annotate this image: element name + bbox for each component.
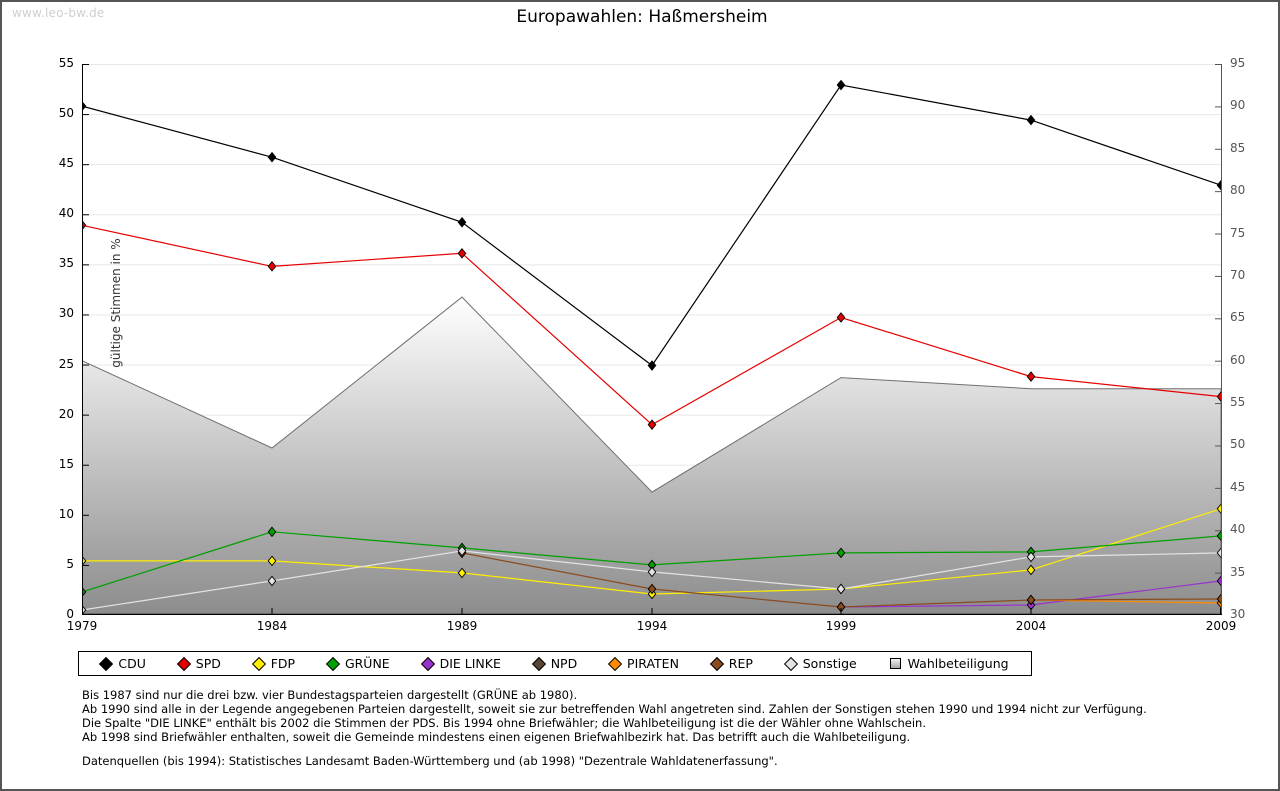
x-tick-label: 1979 bbox=[66, 619, 98, 633]
y-tick-label-left: 40 bbox=[58, 206, 74, 221]
legend-item-npd[interactable]: NPD bbox=[531, 656, 578, 671]
y-tick-label-right: 30 bbox=[1230, 607, 1246, 621]
y-tick-label-left: 55 bbox=[58, 56, 74, 70]
y-tick-label-right: 65 bbox=[1230, 310, 1246, 325]
data-source-note: Datenquellen (bis 1994): Statistisches L… bbox=[82, 754, 778, 768]
legend-label: NPD bbox=[550, 656, 578, 671]
legend-label: CDU bbox=[118, 656, 146, 671]
legend-item-die-linke[interactable]: DIE LINKE bbox=[420, 656, 501, 671]
legend-item-cdu[interactable]: CDU bbox=[99, 656, 146, 671]
y-tick-label-right: 70 bbox=[1230, 267, 1246, 282]
y-tick-label-right: 75 bbox=[1230, 225, 1246, 240]
y-tick-label-left: 10 bbox=[58, 506, 74, 521]
x-tick-label: 1994 bbox=[636, 619, 668, 633]
legend-item-sonstige[interactable]: Sonstige bbox=[783, 656, 857, 671]
legend-diamond-icon bbox=[531, 656, 546, 671]
y-tick-label-right: 80 bbox=[1230, 183, 1246, 198]
legend-label: Wahlbeteiligung bbox=[907, 656, 1009, 671]
legend-diamond-icon bbox=[325, 656, 341, 671]
footnotes: Bis 1987 sind nur die drei bzw. vier Bun… bbox=[82, 688, 1232, 744]
y-tick-label-right: 35 bbox=[1230, 564, 1246, 579]
y-tick-label-right: 95 bbox=[1230, 56, 1246, 70]
legend-label: FDP bbox=[270, 656, 296, 671]
y-tick-label-left: 50 bbox=[58, 106, 74, 121]
legend-item-wahlbeteiligung[interactable]: Wahlbeteiligung bbox=[889, 656, 1009, 671]
chart-svg bbox=[82, 64, 1222, 615]
legend-item-grüne[interactable]: GRÜNE bbox=[325, 656, 390, 671]
legend-label: DIE LINKE bbox=[439, 656, 501, 671]
y-tick-label-left: 20 bbox=[58, 406, 74, 421]
footnote-line-2: Ab 1990 sind alle in der Legende angegeb… bbox=[82, 702, 1147, 716]
legend-label: REP bbox=[728, 656, 753, 671]
y-tick-label-right: 55 bbox=[1230, 395, 1246, 410]
legend-label: SPD bbox=[195, 656, 221, 671]
y-tick-label-right: 90 bbox=[1230, 98, 1246, 113]
site-watermark: www.leo-bw.de bbox=[12, 6, 105, 20]
legend-diamond-icon bbox=[709, 656, 724, 671]
chart-title: Europawahlen: Haßmersheim bbox=[516, 7, 768, 27]
x-tick-label: 2009 bbox=[1205, 619, 1237, 633]
footnote-line-4: Ab 1998 sind Briefwähler enthalten, sowe… bbox=[82, 730, 911, 744]
legend-diamond-icon bbox=[607, 656, 623, 671]
legend-item-piraten[interactable]: PIRATEN bbox=[607, 656, 679, 671]
y-tick-label-right: 50 bbox=[1230, 437, 1246, 452]
x-tick-label: 1999 bbox=[825, 619, 857, 633]
legend-label: GRÜNE bbox=[344, 656, 390, 671]
legend-diamond-icon bbox=[783, 656, 798, 671]
legend-diamond-icon bbox=[99, 656, 114, 671]
chart-plot-area: gültige Stimmen in % Wahlbeteiligung in … bbox=[59, 56, 1280, 633]
legend-diamond-icon bbox=[251, 656, 266, 671]
legend-item-fdp[interactable]: FDP bbox=[251, 656, 296, 671]
y-tick-label-left: 25 bbox=[58, 356, 74, 371]
legend-diamond-icon bbox=[176, 656, 191, 671]
x-tick-label: 2004 bbox=[1015, 619, 1047, 633]
x-tick-label: 1984 bbox=[256, 619, 288, 633]
y-axis-label-left: gültige Stimmen in % bbox=[109, 238, 123, 368]
legend-label: PIRATEN bbox=[627, 656, 679, 671]
y-tick-label-left: 30 bbox=[58, 306, 74, 321]
y-tick-label-right: 60 bbox=[1230, 352, 1246, 367]
y-tick-label-left: 15 bbox=[58, 456, 74, 471]
chart-legend: CDU SPD FDP GRÜNE DIE LINKE NPD PIRATEN REP Sons… bbox=[78, 651, 1032, 676]
y-tick-label-left: 5 bbox=[66, 556, 74, 571]
y-tick-label-right: 85 bbox=[1230, 140, 1246, 155]
legend-square-icon bbox=[889, 658, 901, 669]
legend-item-rep[interactable]: REP bbox=[709, 656, 753, 671]
footnote-line-3: Die Spalte "DIE LINKE" enthält bis 2002 … bbox=[82, 716, 926, 730]
y-tick-label-left: 35 bbox=[58, 256, 74, 271]
y-tick-label-left: 45 bbox=[58, 156, 74, 171]
x-tick-label: 1989 bbox=[446, 619, 478, 633]
legend-item-spd[interactable]: SPD bbox=[176, 656, 221, 671]
y-tick-label-left: 0 bbox=[66, 607, 74, 621]
y-tick-label-right: 45 bbox=[1230, 479, 1246, 494]
legend-diamond-icon bbox=[420, 656, 435, 671]
footnote-line-1: Bis 1987 sind nur die drei bzw. vier Bun… bbox=[82, 688, 578, 702]
y-tick-label-right: 40 bbox=[1230, 522, 1246, 537]
legend-label: Sonstige bbox=[802, 656, 857, 671]
